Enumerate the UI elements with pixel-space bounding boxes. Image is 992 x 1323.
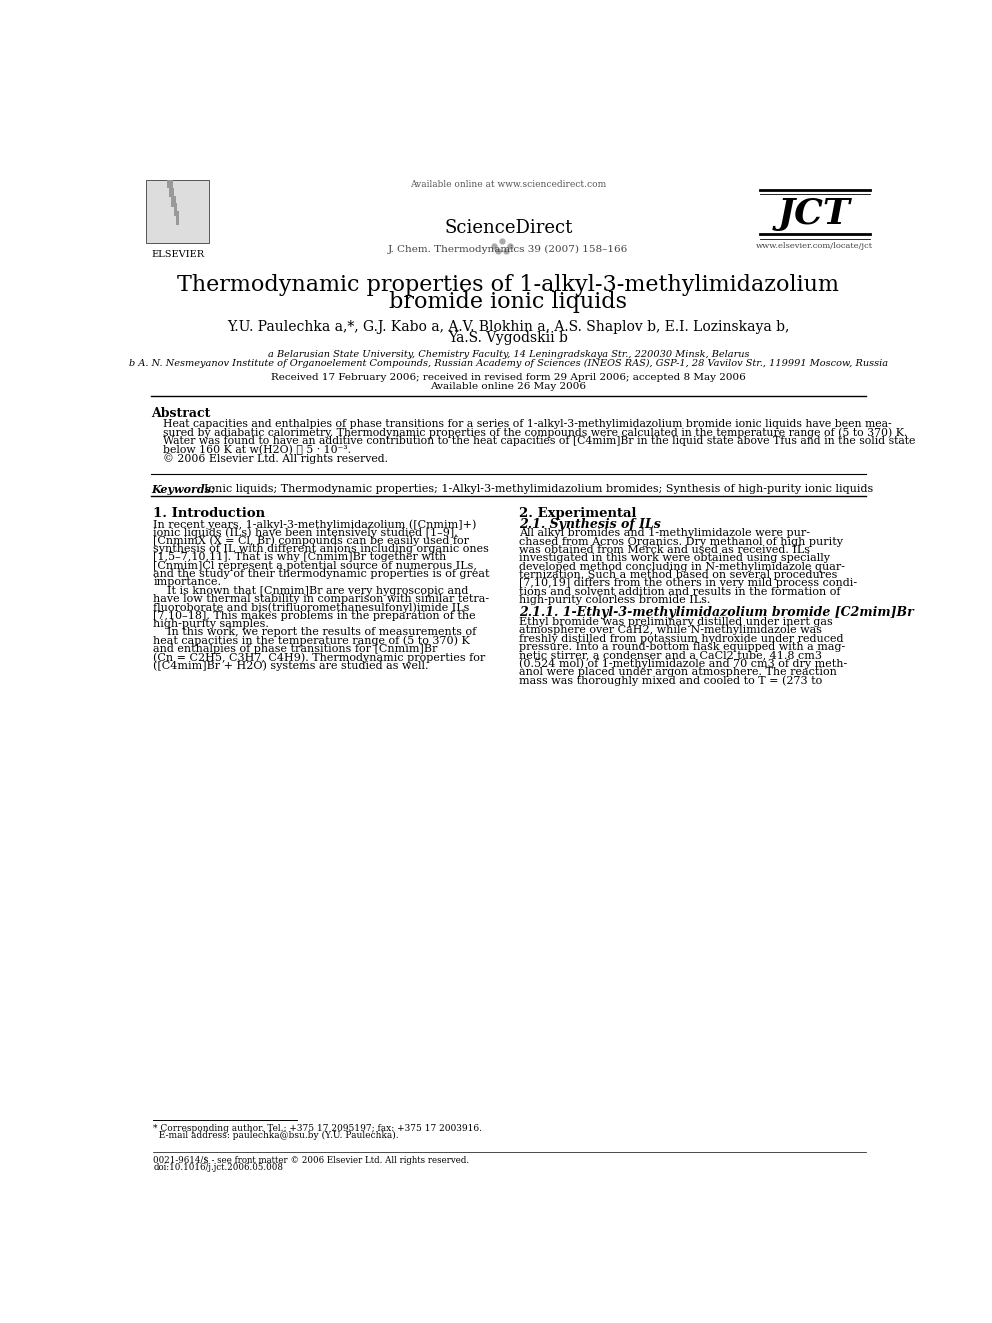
Text: freshly distilled from potassium hydroxide under reduced: freshly distilled from potassium hydroxi… xyxy=(519,634,844,644)
Text: 2.1. Synthesis of ILs: 2.1. Synthesis of ILs xyxy=(519,517,661,531)
Text: below 160 K at w(H2O) ⩽ 5 · 10⁻³.: below 160 K at w(H2O) ⩽ 5 · 10⁻³. xyxy=(163,445,351,455)
Text: bromide ionic liquids: bromide ionic liquids xyxy=(390,291,627,314)
Text: doi:10.1016/j.jct.2006.05.008: doi:10.1016/j.jct.2006.05.008 xyxy=(154,1163,284,1172)
Text: In recent years, 1-alkyl-3-methylimidazolium ([Cnmim]+): In recent years, 1-alkyl-3-methylimidazo… xyxy=(154,519,477,529)
Text: high-purity colorless bromide ILs.: high-purity colorless bromide ILs. xyxy=(519,595,710,605)
Bar xyxy=(176,212,179,225)
Bar xyxy=(167,180,173,188)
Bar xyxy=(169,188,175,197)
Text: 1. Introduction: 1. Introduction xyxy=(154,507,266,520)
Bar xyxy=(146,180,209,243)
Text: Received 17 February 2006; received in revised form 29 April 2006; accepted 8 Ma: Received 17 February 2006; received in r… xyxy=(271,373,746,382)
Text: netic stirrer, a condenser and a CaCl2 tube, 41.8 cm3: netic stirrer, a condenser and a CaCl2 t… xyxy=(519,651,822,660)
Text: J. Chem. Thermodynamics 39 (2007) 158–166: J. Chem. Thermodynamics 39 (2007) 158–16… xyxy=(388,245,629,254)
Text: Abstract: Abstract xyxy=(151,406,210,419)
Text: In this work, we report the results of measurements of: In this work, we report the results of m… xyxy=(154,627,477,638)
Text: and the study of their thermodynamic properties is of great: and the study of their thermodynamic pro… xyxy=(154,569,490,579)
Bar xyxy=(172,196,176,206)
Text: Available online 26 May 2006: Available online 26 May 2006 xyxy=(431,382,586,392)
Bar xyxy=(174,204,178,216)
Text: ScienceDirect: ScienceDirect xyxy=(444,218,572,237)
Text: [Cnmim]Cl represent a potential source of numerous ILs,: [Cnmim]Cl represent a potential source o… xyxy=(154,561,477,570)
Text: Water was found to have an additive contribution to the heat capacities of [C4mi: Water was found to have an additive cont… xyxy=(163,437,916,446)
Text: high-purity samples.: high-purity samples. xyxy=(154,619,269,628)
Text: b A. N. Nesmeyanov Institute of Organoelement Compounds, Russian Academy of Scie: b A. N. Nesmeyanov Institute of Organoel… xyxy=(129,359,888,368)
Text: (Cn = C2H5, C3H7, C4H9). Thermodynamic properties for: (Cn = C2H5, C3H7, C4H9). Thermodynamic p… xyxy=(154,652,486,663)
Text: atmosphere over CaH2, while N-methylimidazole was: atmosphere over CaH2, while N-methylimid… xyxy=(519,626,822,635)
Text: 2.1.1. 1-Ethyl-3-methylimidazolium bromide [C2mim]Br: 2.1.1. 1-Ethyl-3-methylimidazolium bromi… xyxy=(519,606,914,619)
Text: www.elsevier.com/locate/jct: www.elsevier.com/locate/jct xyxy=(756,242,873,250)
Text: investigated in this work were obtained using specially: investigated in this work were obtained … xyxy=(519,553,830,564)
Text: ELSEVIER: ELSEVIER xyxy=(151,250,204,258)
Text: fluoroborate and bis(trifluoromethanesulfonyl)imide ILs: fluoroborate and bis(trifluoromethanesul… xyxy=(154,602,470,613)
Text: synthesis of IL with different anions including organic ones: synthesis of IL with different anions in… xyxy=(154,544,489,554)
Text: [7,10,19] differs from the others in very mild process condi-: [7,10,19] differs from the others in ver… xyxy=(519,578,857,589)
Text: © 2006 Elsevier Ltd. All rights reserved.: © 2006 Elsevier Ltd. All rights reserved… xyxy=(163,452,388,463)
Text: anol were placed under argon atmosphere. The reaction: anol were placed under argon atmosphere.… xyxy=(519,667,837,677)
Text: Ionic liquids; Thermodynamic properties; 1-Alkyl-3-methylimidazolium bromides; S: Ionic liquids; Thermodynamic properties;… xyxy=(203,484,873,493)
Text: ternization. Such a method based on several procedures: ternization. Such a method based on seve… xyxy=(519,570,837,579)
Text: tions and solvent addition and results in the formation of: tions and solvent addition and results i… xyxy=(519,586,841,597)
Text: [CnmimX (X = Cl, Br) compounds can be easily used for: [CnmimX (X = Cl, Br) compounds can be ea… xyxy=(154,536,469,546)
Text: Thermodynamic properties of 1-alkyl-3-methylimidazolium: Thermodynamic properties of 1-alkyl-3-me… xyxy=(178,274,839,296)
Text: a Belarusian State University, Chemistry Faculty, 14 Leningradskaya Str., 220030: a Belarusian State University, Chemistry… xyxy=(268,349,749,359)
Text: Keywords:: Keywords: xyxy=(151,484,215,495)
Text: pressure. Into a round-bottom flask equipped with a mag-: pressure. Into a round-bottom flask equi… xyxy=(519,642,845,652)
Text: [7,10–18]. This makes problems in the preparation of the: [7,10–18]. This makes problems in the pr… xyxy=(154,611,476,620)
Text: [1,5–7,10,11]. That is why [Cnmim]Br together with: [1,5–7,10,11]. That is why [Cnmim]Br tog… xyxy=(154,553,446,562)
Text: chased from Acros Organics. Dry methanol of high purity: chased from Acros Organics. Dry methanol… xyxy=(519,537,843,546)
Text: * Corresponding author. Tel.: +375 17 2095197; fax: +375 17 2003916.: * Corresponding author. Tel.: +375 17 20… xyxy=(154,1125,482,1134)
Text: Available online at www.sciencedirect.com: Available online at www.sciencedirect.co… xyxy=(411,180,606,189)
Text: All alkyl bromides and 1-methylimidazole were pur-: All alkyl bromides and 1-methylimidazole… xyxy=(519,528,810,538)
Text: mass was thoroughly mixed and cooled to T = (273 to: mass was thoroughly mixed and cooled to … xyxy=(519,675,822,685)
Text: sured by adiabatic calorimetry. Thermodynamic properties of the compounds were c: sured by adiabatic calorimetry. Thermody… xyxy=(163,427,907,438)
Text: E-mail address: paulechka@bsu.by (Y.U. Paulechka).: E-mail address: paulechka@bsu.by (Y.U. P… xyxy=(154,1131,399,1140)
Text: Heat capacities and enthalpies of phase transitions for a series of 1-alkyl-3-me: Heat capacities and enthalpies of phase … xyxy=(163,419,892,429)
Text: have low thermal stability in comparison with similar tetra-: have low thermal stability in comparison… xyxy=(154,594,490,605)
Text: developed method concluding in N-methylimidazole quar-: developed method concluding in N-methyli… xyxy=(519,562,845,572)
Text: and enthalpies of phase transitions for [Cnmim]Br: and enthalpies of phase transitions for … xyxy=(154,644,437,654)
Text: heat capacities in the temperature range of (5 to 370) K: heat capacities in the temperature range… xyxy=(154,635,470,646)
Text: (0.524 mol) of 1-methylimidazole and 70 cm3 of dry meth-: (0.524 mol) of 1-methylimidazole and 70 … xyxy=(519,659,847,669)
Text: Y.U. Paulechka a,*, G.J. Kabo a, A.V. Blokhin a, A.S. Shaplov b, E.I. Lozinskaya: Y.U. Paulechka a,*, G.J. Kabo a, A.V. Bl… xyxy=(227,320,790,335)
Text: It is known that [Cnmim]Br are very hygroscopic and: It is known that [Cnmim]Br are very hygr… xyxy=(154,586,469,595)
Text: 0021-9614/$ - see front matter © 2006 Elsevier Ltd. All rights reserved.: 0021-9614/$ - see front matter © 2006 El… xyxy=(154,1156,469,1166)
Text: Ya.S. Vygodskii b: Ya.S. Vygodskii b xyxy=(448,331,568,345)
Text: 2. Experimental: 2. Experimental xyxy=(519,507,637,520)
Text: ([C4mim]Br + H2O) systems are studied as well.: ([C4mim]Br + H2O) systems are studied as… xyxy=(154,660,429,671)
Text: was obtained from Merck and used as received. ILs: was obtained from Merck and used as rece… xyxy=(519,545,810,554)
Text: JCT: JCT xyxy=(778,197,851,232)
Text: importance.: importance. xyxy=(154,577,221,587)
Text: Ethyl bromide was preliminary distilled under inert gas: Ethyl bromide was preliminary distilled … xyxy=(519,617,833,627)
Text: ionic liquids (ILs) have been intensively studied [1–9].: ionic liquids (ILs) have been intensivel… xyxy=(154,528,458,538)
